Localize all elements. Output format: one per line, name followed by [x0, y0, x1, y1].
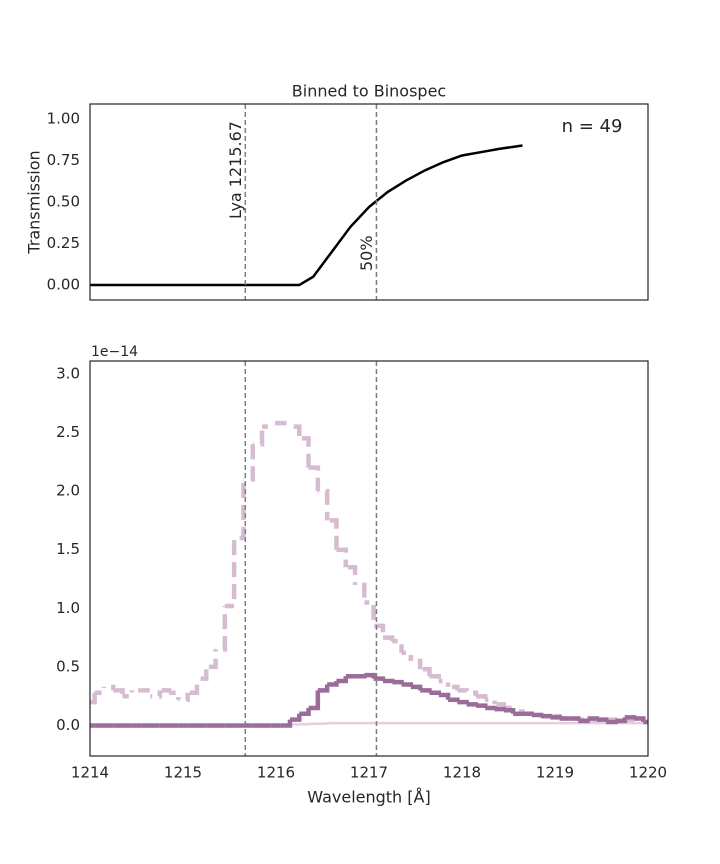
step-segment	[299, 436, 311, 468]
y-tick-label: 0.75	[47, 151, 80, 169]
step-segment	[215, 605, 228, 652]
plot-frame	[89, 103, 649, 301]
step-segment	[355, 674, 367, 679]
x-tick-label: 1218	[443, 764, 481, 782]
x-tick-label: 1214	[71, 764, 109, 782]
plot-frame	[89, 360, 649, 757]
step-segment	[289, 424, 302, 439]
y-axis-label: Transmission	[25, 150, 44, 254]
x-tick-label: 1215	[164, 764, 202, 782]
step-segment	[606, 719, 618, 725]
step-segment	[596, 717, 609, 723]
step-segment	[429, 690, 441, 696]
step-segment	[178, 692, 190, 702]
step-segment	[243, 444, 255, 482]
vertical-line-label: 50%	[357, 235, 376, 271]
x-tick-label: 1217	[350, 764, 388, 782]
step-segment	[401, 650, 414, 662]
step-segment	[438, 678, 451, 687]
step-segment	[336, 547, 348, 568]
step-segment	[169, 690, 181, 700]
step-segment	[382, 678, 395, 684]
step-segment	[410, 658, 423, 670]
step-segment	[392, 679, 404, 685]
step-segment	[503, 705, 516, 712]
y-tick-label: 1.00	[47, 109, 80, 127]
step-segment	[568, 716, 581, 721]
step-segment	[94, 686, 107, 695]
step-segment	[196, 666, 209, 681]
step-segment	[355, 582, 367, 603]
step-segment	[327, 518, 339, 550]
y-tick-label: 2.5	[56, 423, 80, 441]
step-segment	[541, 713, 553, 719]
line	[90, 144, 523, 287]
step-segment	[150, 690, 162, 699]
x-axis-label: Wavelength [Å]	[307, 788, 430, 807]
step-segment	[624, 715, 637, 720]
chart-title: Binned to Binospec	[292, 82, 446, 101]
step-segment	[587, 716, 600, 721]
step-segment	[429, 674, 441, 681]
step-segment	[262, 423, 274, 429]
step-segment	[345, 565, 358, 585]
x-tick-label: 1219	[536, 764, 574, 782]
y-tick-label: 1.5	[56, 540, 80, 558]
offset-label: 1e−14	[91, 344, 138, 360]
step-segment	[531, 712, 544, 718]
y-tick-label: 0.25	[47, 234, 80, 252]
step-segment	[364, 600, 376, 626]
step-segment	[122, 690, 135, 699]
step-segment	[308, 465, 321, 492]
vertical-line-label: Lya 1215.67	[226, 121, 245, 219]
step-segment	[494, 706, 507, 712]
x-tick-label: 1216	[257, 764, 295, 782]
step-segment	[578, 718, 590, 724]
step-segment	[317, 488, 330, 521]
y-tick-label: 0.0	[56, 716, 80, 734]
step-segment	[252, 426, 265, 447]
step-segment	[522, 711, 534, 717]
step-segment	[485, 697, 497, 705]
step-segment	[401, 682, 414, 687]
y-tick-label: 0.50	[47, 193, 80, 211]
step-segment	[448, 697, 460, 703]
annotation: n = 49	[562, 116, 623, 137]
step-segment	[308, 690, 321, 711]
y-tick-label: 0.00	[47, 276, 80, 294]
y-tick-label: 0.5	[56, 657, 80, 675]
step-segment	[206, 649, 218, 670]
step-segment	[420, 667, 432, 677]
y-tick-label: 2.0	[56, 482, 80, 500]
step-segment	[550, 715, 562, 720]
x-tick-label: 1220	[629, 764, 667, 782]
step-segment	[187, 678, 200, 695]
y-tick-label: 3.0	[56, 364, 80, 382]
step-segment	[420, 688, 432, 693]
step-segment	[141, 688, 153, 697]
step-segment	[485, 705, 497, 711]
step-segment	[457, 699, 469, 705]
step-segment	[280, 420, 293, 427]
step-segment	[113, 688, 125, 697]
step-segment	[457, 688, 469, 693]
step-segment	[90, 692, 97, 705]
step-segment	[373, 676, 386, 681]
y-tick-label: 1.0	[56, 599, 80, 617]
step-segment	[466, 702, 479, 707]
step-segment	[224, 537, 237, 609]
step-segment	[392, 638, 404, 653]
step-segment	[475, 703, 488, 708]
step-segment	[234, 479, 246, 541]
